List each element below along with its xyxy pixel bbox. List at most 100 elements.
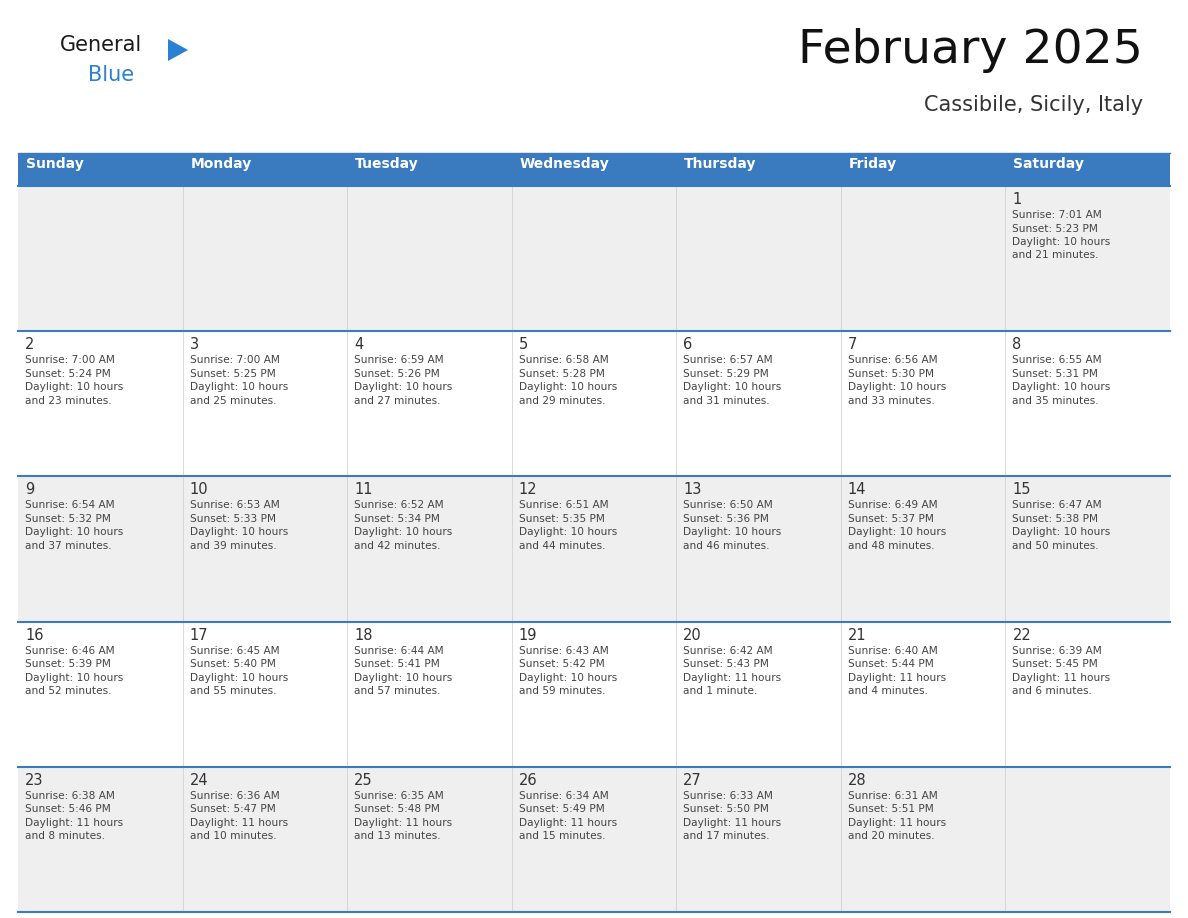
Text: Thursday: Thursday [684, 157, 757, 171]
Text: and 55 minutes.: and 55 minutes. [190, 686, 276, 696]
Text: Daylight: 11 hours: Daylight: 11 hours [1012, 673, 1111, 683]
Text: 25: 25 [354, 773, 373, 788]
Text: and 33 minutes.: and 33 minutes. [848, 396, 935, 406]
Text: Sunset: 5:35 PM: Sunset: 5:35 PM [519, 514, 605, 524]
Text: Sunrise: 6:59 AM: Sunrise: 6:59 AM [354, 355, 444, 365]
Text: 16: 16 [25, 628, 44, 643]
Text: and 37 minutes.: and 37 minutes. [25, 541, 112, 551]
Text: 1: 1 [1012, 192, 1022, 207]
Text: Daylight: 10 hours: Daylight: 10 hours [848, 528, 946, 537]
Text: Sunrise: 6:56 AM: Sunrise: 6:56 AM [848, 355, 937, 365]
Text: Sunrise: 6:57 AM: Sunrise: 6:57 AM [683, 355, 773, 365]
Text: Sunrise: 6:45 AM: Sunrise: 6:45 AM [190, 645, 279, 655]
Text: and 10 minutes.: and 10 minutes. [190, 832, 276, 841]
Text: Sunset: 5:45 PM: Sunset: 5:45 PM [1012, 659, 1098, 669]
Text: and 20 minutes.: and 20 minutes. [848, 832, 935, 841]
Text: 14: 14 [848, 482, 866, 498]
Text: Daylight: 10 hours: Daylight: 10 hours [1012, 237, 1111, 247]
Text: Sunset: 5:33 PM: Sunset: 5:33 PM [190, 514, 276, 524]
Text: Sunset: 5:48 PM: Sunset: 5:48 PM [354, 804, 440, 814]
Text: Sunset: 5:44 PM: Sunset: 5:44 PM [848, 659, 934, 669]
Text: Sunrise: 6:40 AM: Sunrise: 6:40 AM [848, 645, 937, 655]
Text: Daylight: 10 hours: Daylight: 10 hours [354, 382, 453, 392]
Text: Daylight: 10 hours: Daylight: 10 hours [683, 382, 782, 392]
Text: Sunset: 5:23 PM: Sunset: 5:23 PM [1012, 223, 1098, 233]
Text: Sunset: 5:31 PM: Sunset: 5:31 PM [1012, 369, 1098, 379]
Text: Daylight: 10 hours: Daylight: 10 hours [25, 382, 124, 392]
Text: Cassibile, Sicily, Italy: Cassibile, Sicily, Italy [924, 95, 1143, 115]
Bar [18, 767, 1170, 912]
Text: Sunset: 5:24 PM: Sunset: 5:24 PM [25, 369, 110, 379]
Text: 6: 6 [683, 337, 693, 353]
Text: Sunset: 5:46 PM: Sunset: 5:46 PM [25, 804, 110, 814]
Text: Sunset: 5:42 PM: Sunset: 5:42 PM [519, 659, 605, 669]
Text: and 23 minutes.: and 23 minutes. [25, 396, 112, 406]
Text: Sunrise: 6:31 AM: Sunrise: 6:31 AM [848, 790, 937, 800]
Text: and 17 minutes.: and 17 minutes. [683, 832, 770, 841]
Text: Blue: Blue [88, 65, 134, 85]
Text: Sunrise: 6:34 AM: Sunrise: 6:34 AM [519, 790, 608, 800]
Text: Sunset: 5:30 PM: Sunset: 5:30 PM [848, 369, 934, 379]
Text: Sunset: 5:38 PM: Sunset: 5:38 PM [1012, 514, 1099, 524]
Text: Sunset: 5:39 PM: Sunset: 5:39 PM [25, 659, 110, 669]
Text: 15: 15 [1012, 482, 1031, 498]
Text: Sunset: 5:34 PM: Sunset: 5:34 PM [354, 514, 440, 524]
Text: Friday: Friday [849, 157, 897, 171]
Bar [18, 153, 1170, 186]
Text: 5: 5 [519, 337, 527, 353]
Text: Sunrise: 6:36 AM: Sunrise: 6:36 AM [190, 790, 279, 800]
Text: Sunrise: 6:55 AM: Sunrise: 6:55 AM [1012, 355, 1102, 365]
Text: Daylight: 11 hours: Daylight: 11 hours [848, 673, 946, 683]
Bar [18, 186, 1170, 331]
Text: 2: 2 [25, 337, 34, 353]
Text: and 4 minutes.: and 4 minutes. [848, 686, 928, 696]
Text: and 50 minutes.: and 50 minutes. [1012, 541, 1099, 551]
Text: Daylight: 10 hours: Daylight: 10 hours [519, 528, 617, 537]
Text: Daylight: 11 hours: Daylight: 11 hours [190, 818, 287, 828]
Text: Daylight: 10 hours: Daylight: 10 hours [25, 673, 124, 683]
Text: February 2025: February 2025 [798, 28, 1143, 73]
Text: Tuesday: Tuesday [355, 157, 419, 171]
Text: Sunrise: 6:43 AM: Sunrise: 6:43 AM [519, 645, 608, 655]
Text: and 15 minutes.: and 15 minutes. [519, 832, 605, 841]
Bar [18, 476, 1170, 621]
Text: and 39 minutes.: and 39 minutes. [190, 541, 276, 551]
Text: Daylight: 11 hours: Daylight: 11 hours [519, 818, 617, 828]
Text: 7: 7 [848, 337, 858, 353]
Text: Daylight: 11 hours: Daylight: 11 hours [683, 818, 782, 828]
Text: Sunset: 5:36 PM: Sunset: 5:36 PM [683, 514, 769, 524]
Text: Sunset: 5:49 PM: Sunset: 5:49 PM [519, 804, 605, 814]
Text: Daylight: 10 hours: Daylight: 10 hours [354, 673, 453, 683]
Text: Daylight: 10 hours: Daylight: 10 hours [354, 528, 453, 537]
Text: and 25 minutes.: and 25 minutes. [190, 396, 276, 406]
Text: and 44 minutes.: and 44 minutes. [519, 541, 605, 551]
Text: and 57 minutes.: and 57 minutes. [354, 686, 441, 696]
Text: Sunrise: 6:46 AM: Sunrise: 6:46 AM [25, 645, 114, 655]
Text: and 13 minutes.: and 13 minutes. [354, 832, 441, 841]
Text: Daylight: 10 hours: Daylight: 10 hours [1012, 528, 1111, 537]
Text: 19: 19 [519, 628, 537, 643]
Text: 22: 22 [1012, 628, 1031, 643]
Text: and 1 minute.: and 1 minute. [683, 686, 758, 696]
Text: Sunset: 5:37 PM: Sunset: 5:37 PM [848, 514, 934, 524]
Text: 27: 27 [683, 773, 702, 788]
Text: Daylight: 10 hours: Daylight: 10 hours [190, 673, 287, 683]
Text: Sunset: 5:26 PM: Sunset: 5:26 PM [354, 369, 440, 379]
Text: Daylight: 10 hours: Daylight: 10 hours [848, 382, 946, 392]
Text: Daylight: 11 hours: Daylight: 11 hours [354, 818, 453, 828]
Text: 10: 10 [190, 482, 208, 498]
Text: and 27 minutes.: and 27 minutes. [354, 396, 441, 406]
Text: Sunset: 5:41 PM: Sunset: 5:41 PM [354, 659, 440, 669]
Text: Daylight: 10 hours: Daylight: 10 hours [190, 382, 287, 392]
Text: 4: 4 [354, 337, 364, 353]
Text: 17: 17 [190, 628, 208, 643]
Text: Sunrise: 6:42 AM: Sunrise: 6:42 AM [683, 645, 773, 655]
Text: 20: 20 [683, 628, 702, 643]
Text: and 35 minutes.: and 35 minutes. [1012, 396, 1099, 406]
Text: Daylight: 10 hours: Daylight: 10 hours [519, 673, 617, 683]
Text: Daylight: 11 hours: Daylight: 11 hours [848, 818, 946, 828]
Text: Sunrise: 6:38 AM: Sunrise: 6:38 AM [25, 790, 115, 800]
Text: Daylight: 10 hours: Daylight: 10 hours [683, 528, 782, 537]
Text: Sunrise: 6:35 AM: Sunrise: 6:35 AM [354, 790, 444, 800]
Text: Sunset: 5:32 PM: Sunset: 5:32 PM [25, 514, 110, 524]
